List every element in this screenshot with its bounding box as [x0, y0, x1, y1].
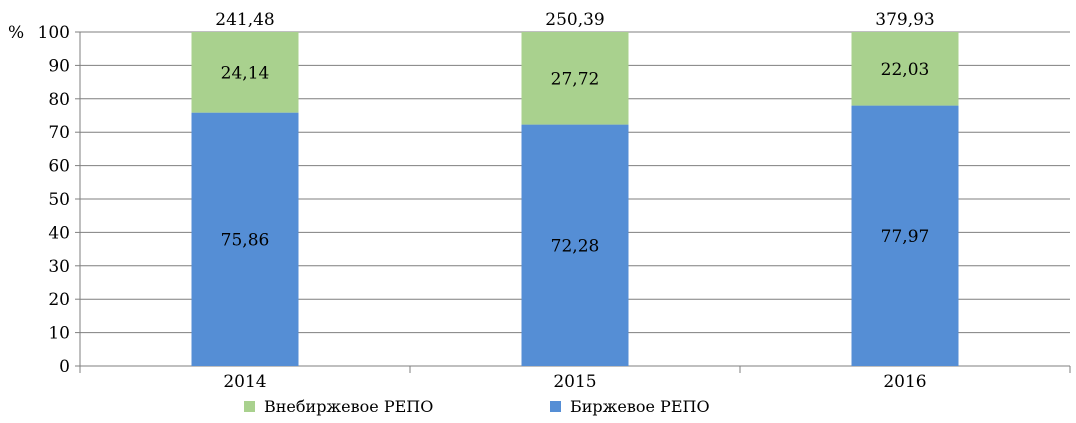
x-tick-label: 2016 [883, 372, 926, 392]
y-tick-label: 0 [59, 357, 70, 377]
y-tick-label: 30 [48, 257, 70, 277]
y-tick-label: 50 [48, 190, 70, 210]
bar-otc-2016 [851, 32, 959, 106]
y-tick-label: 10 [48, 324, 70, 344]
y-tick-label: 60 [48, 157, 70, 177]
legend-swatch [244, 401, 255, 412]
legend-label: Биржевое РЕПО [570, 397, 710, 416]
x-tick-label: 2014 [223, 372, 266, 392]
y-tick-label: 80 [48, 90, 70, 110]
legend-label: Внебиржевое РЕПО [264, 397, 433, 416]
data-label: 22,03 [881, 60, 930, 80]
data-label: 75,86 [221, 230, 270, 250]
y-tick-label: 20 [48, 290, 70, 310]
bar-exchange-2014 [191, 112, 299, 367]
bar-otc-2015 [521, 32, 629, 125]
total-label: 241,48 [215, 10, 274, 30]
data-label: 72,28 [551, 236, 600, 256]
legend-swatch [550, 401, 561, 412]
y-tick-label: 70 [48, 123, 70, 143]
x-tick-label: 2015 [553, 372, 596, 392]
total-label: 250,39 [545, 10, 604, 30]
bar-otc-2014 [191, 32, 299, 113]
total-label: 379,93 [875, 10, 934, 30]
y-axis-label: % [8, 23, 24, 43]
bar-exchange-2015 [521, 124, 629, 366]
data-label: 24,14 [221, 63, 270, 83]
y-tick-label: 90 [48, 56, 70, 76]
bar-exchange-2016 [851, 105, 959, 366]
y-tick-label: 100 [38, 23, 70, 43]
y-tick-label: 40 [48, 223, 70, 243]
data-label: 27,72 [551, 69, 600, 89]
data-label: 77,97 [881, 227, 930, 247]
